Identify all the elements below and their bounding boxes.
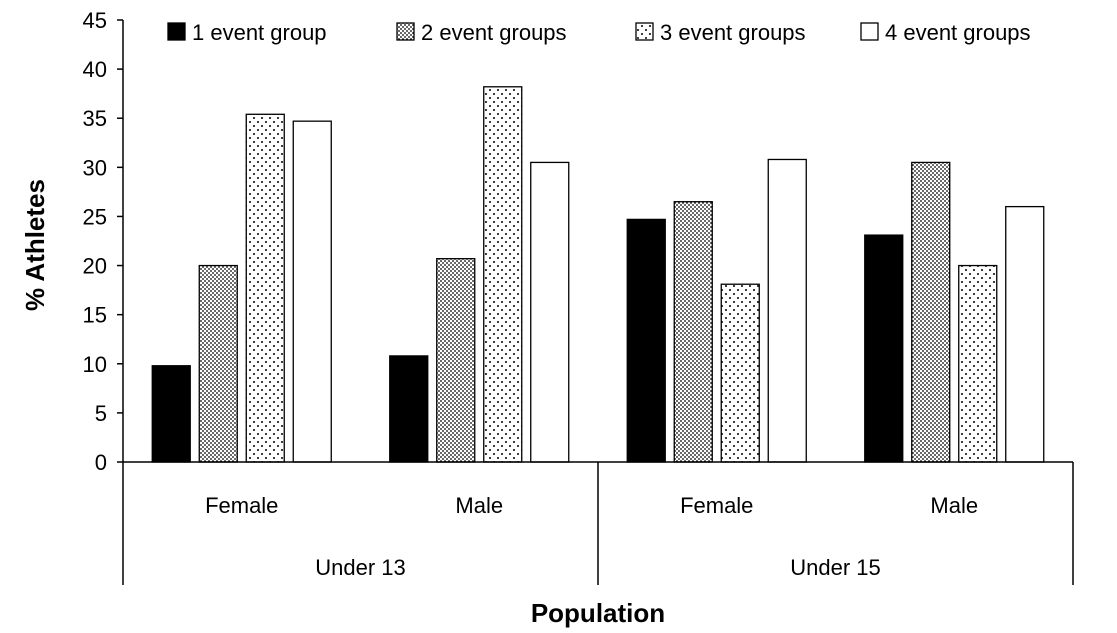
y-tick-label: 10 <box>83 352 107 377</box>
y-axis-title: % Athletes <box>20 179 50 311</box>
x-category-label: Female <box>680 493 753 518</box>
x-axis-title: Population <box>531 598 665 628</box>
bar-4-event-groups-1 <box>530 161 570 463</box>
bar-2-event-groups-0 <box>198 264 238 463</box>
bar-2-event-groups-1 <box>436 258 476 463</box>
legend: 1 event group 2 event groups 3 event group… <box>167 20 1031 45</box>
bar-1-event-group-1 <box>389 355 429 463</box>
legend-label: 4 event groups <box>885 20 1031 45</box>
bar-2-event-groups-3 <box>911 161 951 463</box>
bar-1-event-group-0 <box>151 365 191 463</box>
y-tick-label: 15 <box>83 303 107 328</box>
legend-swatch <box>396 22 415 41</box>
bar-1-event-group-2 <box>626 218 666 463</box>
legend-label: 1 event group <box>192 20 327 45</box>
legend-label: 3 event groups <box>660 20 806 45</box>
bar-4-event-groups-0 <box>292 120 332 463</box>
legend-swatch <box>860 22 879 41</box>
y-tick-label: 25 <box>83 204 107 229</box>
legend-swatch <box>167 22 186 41</box>
x-axis: Female Male Female Male Under 13 Under 15 <box>122 461 1074 585</box>
y-tick-label: 20 <box>83 254 107 279</box>
bar-3-event-groups-0 <box>245 113 285 463</box>
bar-4-event-groups-2 <box>767 158 807 463</box>
x-group-label: Under 15 <box>790 555 881 580</box>
y-tick-label: 40 <box>83 57 107 82</box>
y-tick-label: 5 <box>95 401 107 426</box>
y-tick-label: 0 <box>95 450 107 475</box>
y-tick-label: 35 <box>83 106 107 131</box>
y-tick-label: 45 <box>83 8 107 33</box>
x-category-label: Male <box>930 493 978 518</box>
x-group-label: Under 13 <box>315 555 406 580</box>
y-axis: 0 5 10 15 20 25 30 35 40 45 <box>83 8 124 475</box>
bars <box>151 86 1045 463</box>
bar-1-event-group-3 <box>864 234 904 463</box>
x-category-label: Female <box>205 493 278 518</box>
bar-4-event-groups-3 <box>1005 205 1045 463</box>
bar-3-event-groups-1 <box>483 86 523 463</box>
bar-3-event-groups-3 <box>958 264 998 463</box>
x-category-label: Male <box>455 493 503 518</box>
legend-label: 2 event groups <box>421 20 567 45</box>
bar-3-event-groups-2 <box>720 283 760 463</box>
bar-2-event-groups-2 <box>673 201 713 463</box>
y-tick-label: 30 <box>83 155 107 180</box>
legend-swatch <box>635 22 654 41</box>
